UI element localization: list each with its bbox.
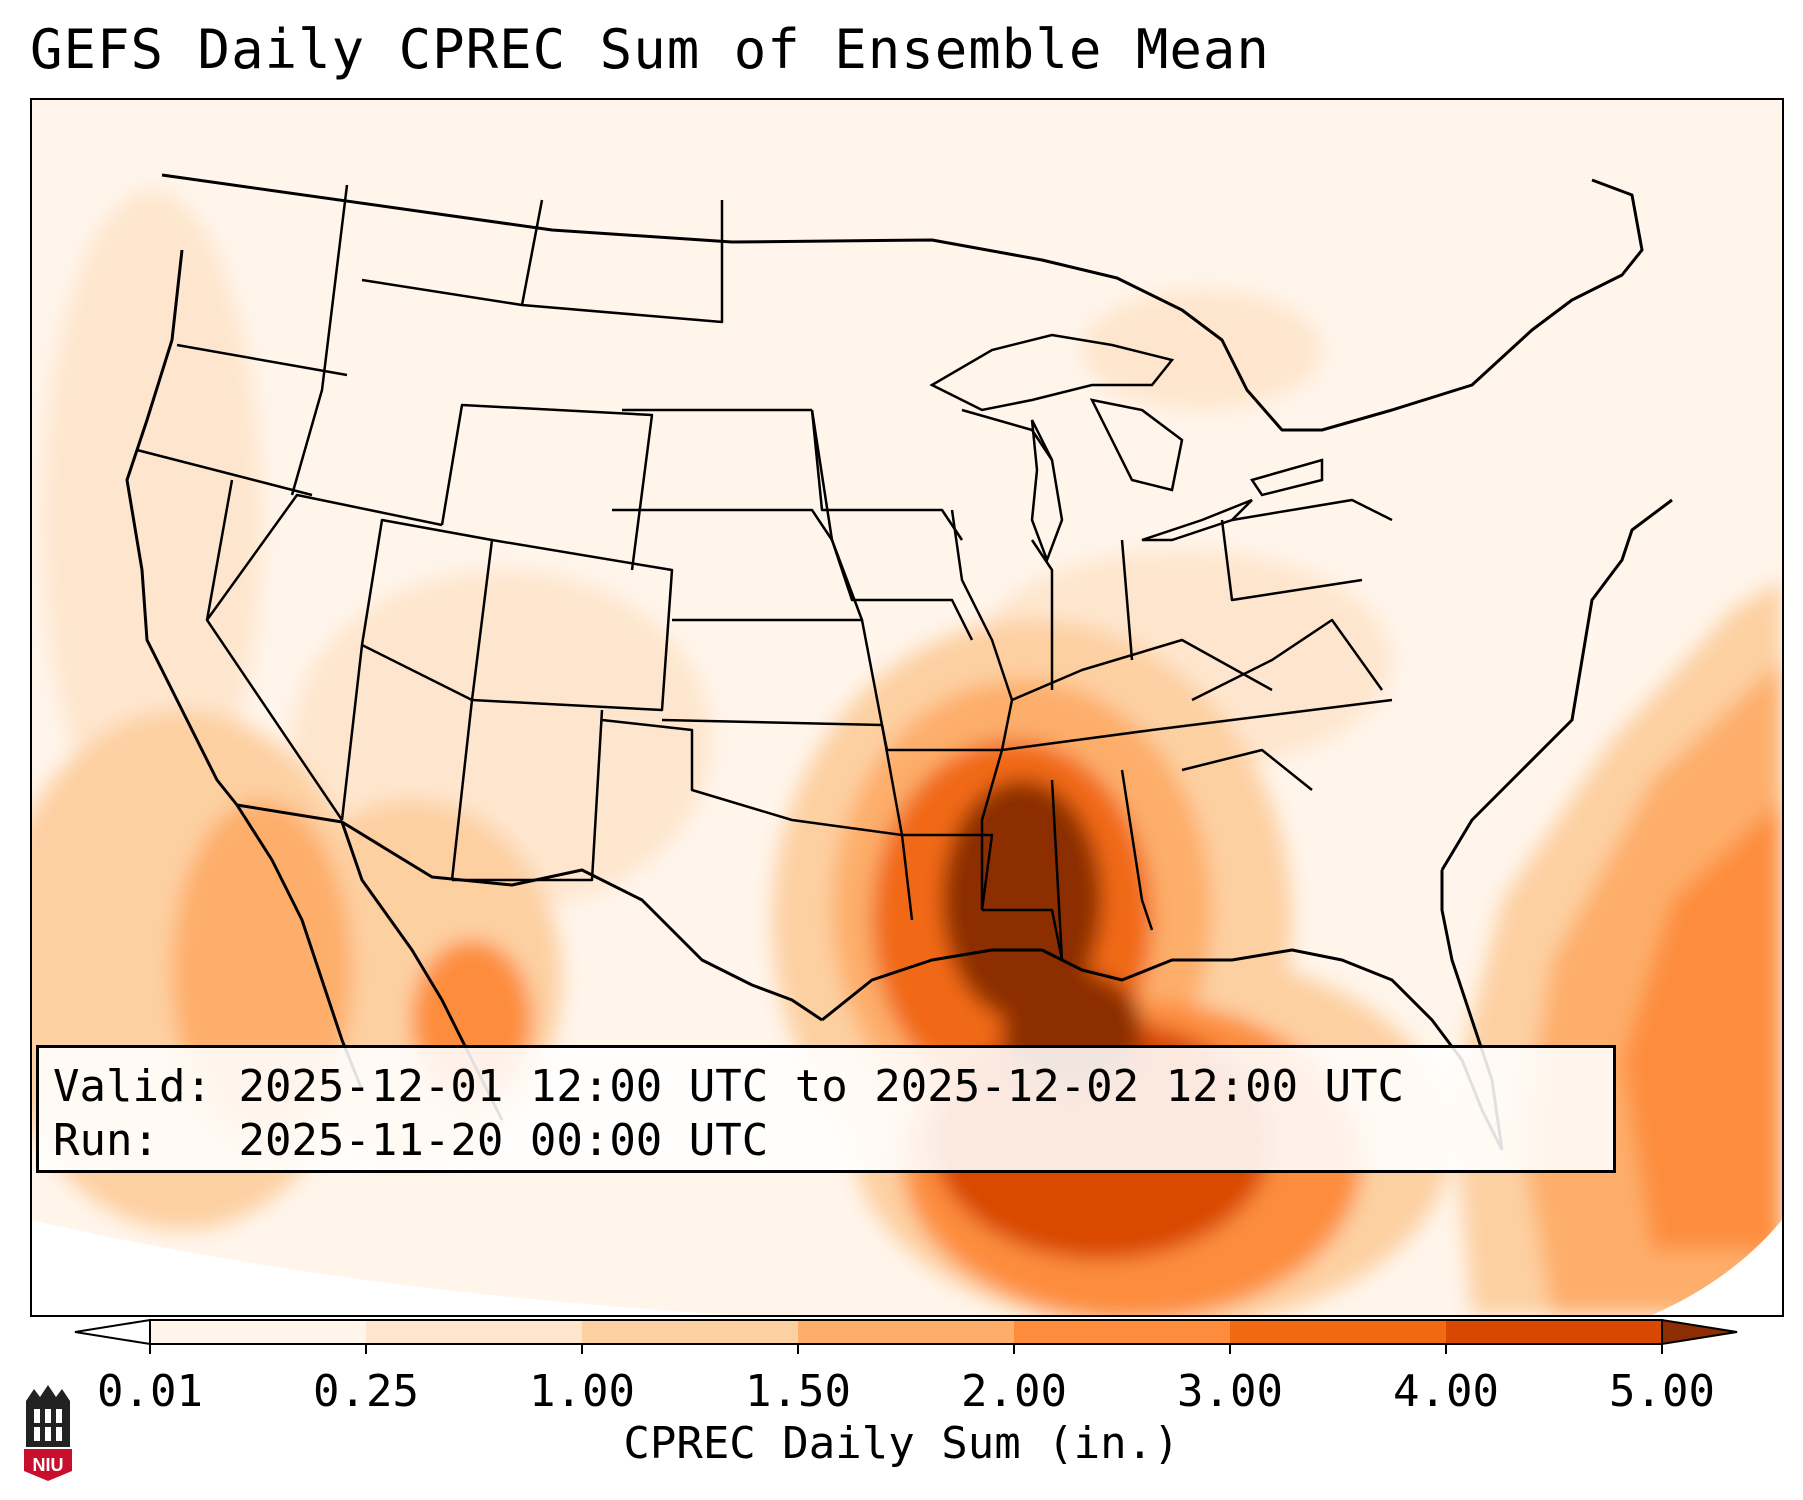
state-line-id-east xyxy=(290,184,349,496)
run-value: 2025-11-20 00:00 UTC xyxy=(238,1115,769,1166)
colorbar-tick-label: 0.25 xyxy=(313,1366,419,1417)
state-line-ut-co xyxy=(360,518,494,701)
projection-edge-left xyxy=(32,1220,732,1315)
state-line-in-oh xyxy=(1120,539,1134,661)
colorbar-ticks: 0.01 0.25 1.00 1.50 2.00 3.00 4.00 5.00 xyxy=(97,1344,1715,1417)
state-line-nm-tx xyxy=(452,709,604,882)
colorbar-tick-label: 2.00 xyxy=(961,1366,1067,1417)
state-line-mt-nd xyxy=(521,200,724,324)
state-line-oh-pa xyxy=(1220,519,1363,602)
logo-window-6 xyxy=(56,1427,62,1441)
atlantic-coast xyxy=(1440,498,1673,871)
state-line-la-ms xyxy=(982,908,1064,961)
colorbar-segment xyxy=(1230,1320,1446,1344)
valid-value: 2025-12-01 12:00 UTC to 2025-12-02 12:00… xyxy=(238,1061,1405,1112)
canada-us-border xyxy=(161,173,1644,432)
logo-text: NIU xyxy=(33,1455,64,1475)
colorbar-tick-label: 0.01 xyxy=(97,1366,203,1417)
lake-ontario xyxy=(1250,458,1324,497)
state-line-il-in xyxy=(1030,539,1054,690)
colorbar-tick-label: 3.00 xyxy=(1177,1366,1283,1417)
colorbar-segments xyxy=(74,1318,1738,1346)
state-line-wa-or xyxy=(176,343,348,377)
niu-logo: NIU xyxy=(24,1385,72,1481)
logo-window-4 xyxy=(34,1427,40,1441)
state-line-nv-ut xyxy=(205,493,443,621)
run-line: Run: 2025-11-20 00:00 UTC xyxy=(53,1114,1599,1168)
colorbar-segment xyxy=(1014,1320,1230,1344)
colorbar-extend-low xyxy=(74,1318,151,1346)
state-line-sd-ne xyxy=(612,508,834,541)
us-west-coast xyxy=(125,249,239,806)
logo-window-2 xyxy=(45,1409,51,1423)
state-line-ny-pa xyxy=(1231,498,1393,522)
colorbar-extend-high xyxy=(1661,1318,1738,1346)
colorbar-segment xyxy=(582,1320,798,1344)
state-line-ar-la xyxy=(902,833,994,911)
map-title: GEFS Daily CPREC Sum of Ensemble Mean xyxy=(30,18,1270,81)
country-borders xyxy=(125,173,1673,1151)
colorbar-outline xyxy=(149,1319,1663,1345)
state-line-nc-sc xyxy=(1181,748,1313,791)
colorbar-segment xyxy=(798,1320,1014,1344)
state-line-wy xyxy=(440,403,654,571)
logo-shield xyxy=(24,1449,72,1481)
valid-label: Valid: xyxy=(53,1061,212,1112)
colorbar-segment xyxy=(1446,1320,1662,1344)
colorbar-tick-label: 4.00 xyxy=(1393,1366,1499,1417)
run-label: Run: xyxy=(53,1115,159,1166)
us-mexico-border xyxy=(236,803,823,1022)
colorbar-label: CPREC Daily Sum (in.) xyxy=(623,1418,1180,1469)
projection-edge-right xyxy=(1652,1220,1782,1315)
colorbar-tick-label: 1.00 xyxy=(529,1366,635,1417)
colorbar-tick-label: 5.00 xyxy=(1609,1366,1715,1417)
colorbar-tick-label: 1.50 xyxy=(745,1366,851,1417)
state-line-mississippi-river xyxy=(950,509,1014,910)
precip-patch-great-lakes xyxy=(1082,290,1322,410)
precip-band-atlantic-core xyxy=(1622,800,1782,1250)
gulf-coast xyxy=(821,948,1504,1151)
state-borders xyxy=(136,184,1393,961)
state-line-ms-al xyxy=(1050,779,1064,961)
state-line-mn-ia xyxy=(810,409,964,541)
great-lakes xyxy=(929,333,1324,564)
precip-patch-west-coast xyxy=(42,190,262,850)
lake-huron xyxy=(1089,398,1184,492)
valid-line: Valid: 2025-12-01 12:00 UTC to 2025-12-0… xyxy=(53,1060,1599,1114)
state-line-missouri-river xyxy=(810,409,914,921)
info-box: Valid: 2025-12-01 12:00 UTC to 2025-12-0… xyxy=(36,1045,1616,1173)
state-line-or-ca xyxy=(136,448,313,497)
state-line-co xyxy=(471,538,674,712)
state-line-ok-tx xyxy=(601,718,903,837)
logo-window-1 xyxy=(34,1409,40,1423)
state-line-va xyxy=(1191,618,1384,702)
colorbar: 0.01 0.25 1.00 1.50 2.00 3.00 4.00 5.00 xyxy=(74,1318,1738,1417)
logo-window-5 xyxy=(45,1427,51,1441)
state-line-al-ga xyxy=(1120,769,1154,931)
state-line-az-nm xyxy=(340,643,474,881)
state-line-tn xyxy=(1001,698,1393,752)
lake-michigan xyxy=(1030,419,1064,564)
lake-superior xyxy=(929,333,1175,412)
colorbar-segment xyxy=(150,1320,366,1344)
state-line-ks-ok xyxy=(661,718,883,727)
colorbar-segment xyxy=(366,1320,582,1344)
lake-erie xyxy=(1141,498,1253,542)
logo-window-3 xyxy=(56,1409,62,1423)
